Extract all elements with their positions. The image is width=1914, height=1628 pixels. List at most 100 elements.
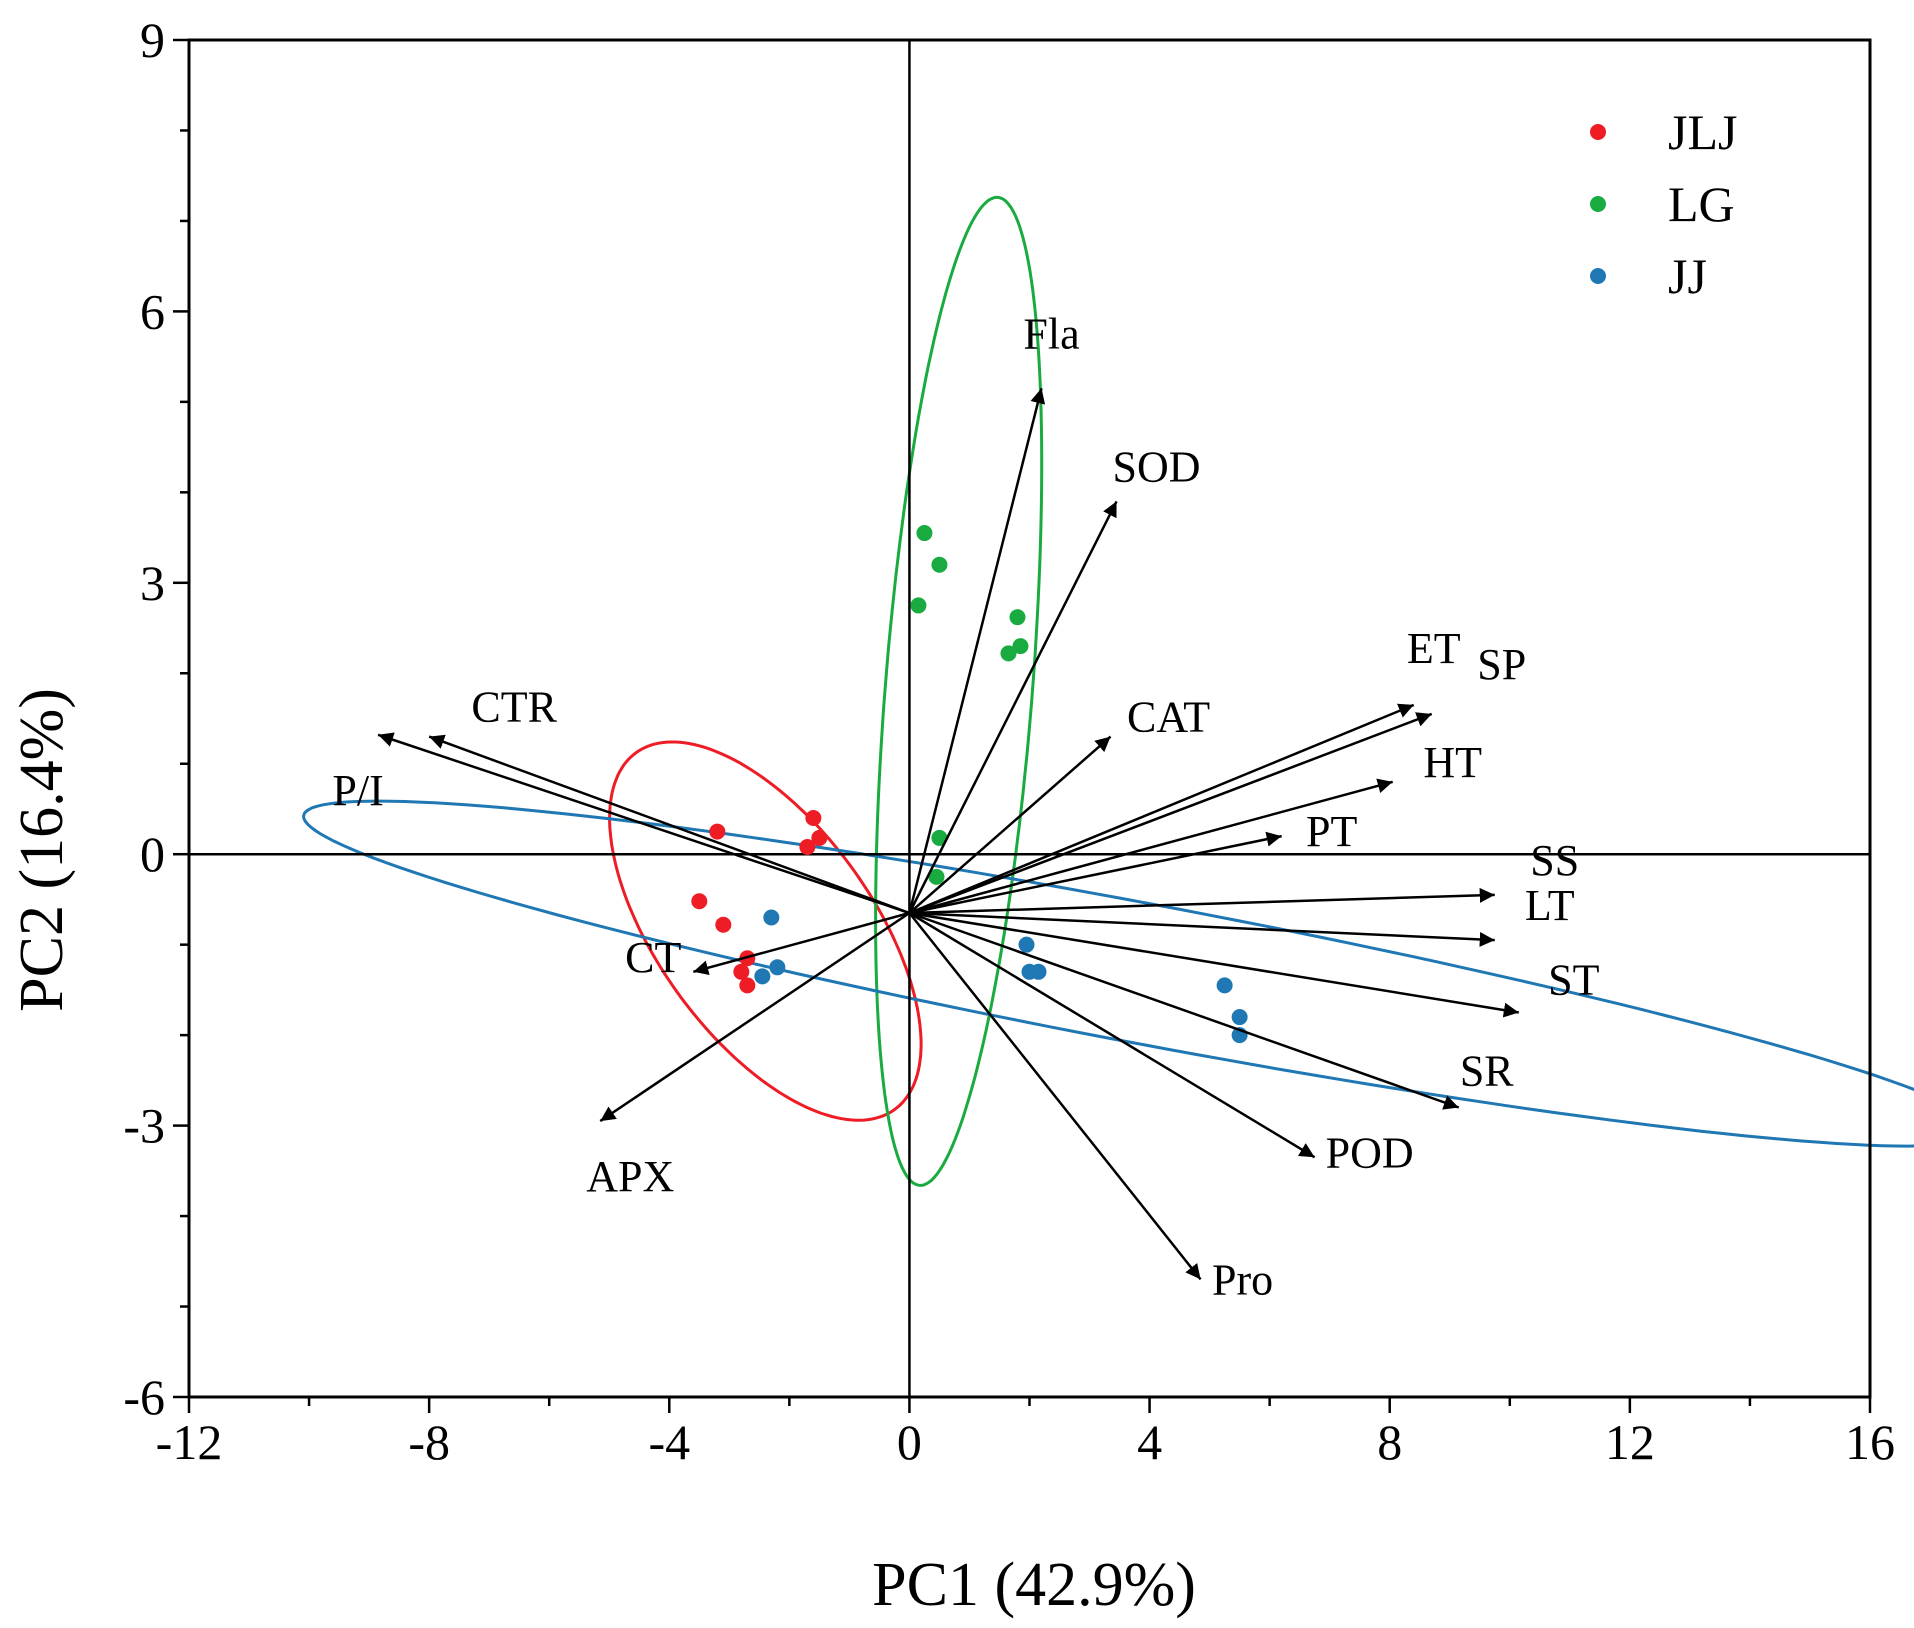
legend-label-lg: LG [1668, 176, 1735, 232]
y-axis-title: PC2 (16.4%) [8, 688, 76, 1012]
loading-arrow [908, 912, 1202, 1281]
loading-arrow [908, 735, 1112, 914]
point-jj [1216, 977, 1233, 994]
y-tick-label: -6 [123, 1369, 165, 1425]
loading-fla: Fla [908, 309, 1080, 914]
loading-label: Fla [1023, 309, 1079, 358]
loading-pt: PT [909, 807, 1357, 915]
y-tick-label: 3 [140, 555, 165, 611]
point-lg [1009, 609, 1026, 626]
loading-lt: LT [909, 881, 1575, 947]
loading-arrow [909, 887, 1495, 915]
x-tick-label: 4 [1137, 1414, 1162, 1470]
point-jlj [805, 810, 822, 827]
x-tick-label: -8 [408, 1414, 450, 1470]
loading-cat: CAT [908, 693, 1210, 914]
loading-arrow [908, 911, 1316, 1159]
loading-apx: APX [586, 911, 911, 1201]
legend-marker-jj [1590, 268, 1606, 284]
point-jlj [811, 829, 828, 846]
point-jlj [739, 977, 756, 994]
loading-label: CTR [471, 683, 557, 732]
loading-sod: SOD [908, 442, 1201, 914]
loading-sr: SR [909, 911, 1514, 1110]
loading-ss: SS [909, 836, 1579, 915]
loading-arrow [909, 911, 1495, 947]
point-jlj [799, 838, 816, 855]
ellipse-jlj [608, 740, 923, 1122]
loading-arrow [909, 911, 1519, 1018]
y-tick-label: 6 [140, 283, 165, 339]
loading-arrow [428, 734, 910, 915]
point-lg [910, 597, 927, 614]
legend-label-jj: JJ [1668, 248, 1707, 304]
ellipse-jj [302, 799, 1914, 1148]
point-jlj [715, 916, 732, 933]
y-tick-label: 0 [140, 826, 165, 882]
loading-label: ST [1548, 956, 1599, 1005]
loading-label: SOD [1113, 442, 1201, 491]
point-lg [916, 525, 933, 542]
loading-label: SP [1477, 640, 1526, 689]
loading-arrow [909, 911, 1460, 1110]
scatter-points [691, 525, 1248, 1044]
loading-pod: POD [908, 911, 1414, 1177]
loading-arrow [909, 778, 1394, 915]
loading-arrow [599, 911, 911, 1123]
point-jlj [733, 963, 750, 980]
point-lg [928, 868, 945, 885]
point-lg [1012, 638, 1029, 655]
loading-arrow [908, 703, 1415, 915]
x-tick-label: -4 [648, 1414, 690, 1470]
loading-arrow [908, 500, 1118, 914]
loading-label: PT [1306, 807, 1357, 856]
axes: -12 -8 -4 0 4 8 12 16 -6 -3 0 3 6 9 [123, 12, 1895, 1470]
point-lg [931, 556, 948, 573]
point-jj [1030, 963, 1047, 980]
loading-pro: Pro [908, 912, 1273, 1304]
loading-ct: CT [625, 911, 910, 982]
y-tick-label: -3 [123, 1098, 165, 1154]
loading-et: ET [908, 624, 1461, 915]
loading-arrow [692, 911, 910, 976]
loading-label: CT [625, 933, 681, 982]
loading-label: SR [1460, 1047, 1514, 1096]
point-jj [769, 959, 786, 976]
legend-marker-lg [1590, 196, 1606, 212]
loading-label: POD [1326, 1128, 1414, 1177]
x-tick-label: 0 [897, 1414, 922, 1470]
loading-label: Pro [1212, 1255, 1273, 1304]
loading-label: CAT [1127, 693, 1210, 742]
loading-p-i: P/I [332, 732, 910, 915]
loading-ctr: CTR [428, 683, 910, 915]
legend-marker-jlj [1590, 124, 1606, 140]
loading-label: APX [586, 1152, 674, 1201]
loading-arrow [377, 732, 910, 915]
point-jj [1018, 936, 1035, 953]
loading-sp: SP [908, 640, 1526, 915]
legend-label-jlj: JLJ [1668, 104, 1737, 160]
loading-arrow [908, 387, 1046, 914]
point-lg [931, 829, 948, 846]
x-tick-label: 16 [1845, 1414, 1895, 1470]
point-jj [754, 968, 771, 985]
loading-st: ST [909, 911, 1600, 1018]
point-jj [1231, 1009, 1248, 1026]
confidence-ellipses [302, 195, 1914, 1187]
legend: JLJ LG JJ [1590, 104, 1737, 304]
x-tick-label: 12 [1605, 1414, 1655, 1470]
point-jj [763, 909, 780, 926]
loading-label: HT [1423, 738, 1482, 787]
x-tick-label: -12 [156, 1414, 223, 1470]
loading-ht: HT [909, 738, 1482, 915]
ellipse-lg [874, 195, 1044, 1187]
point-lg [1000, 645, 1017, 662]
point-jlj [691, 893, 708, 910]
loading-label: SS [1530, 836, 1579, 885]
loading-label: ET [1407, 624, 1461, 673]
x-axis-title: PC1 (42.9%) [872, 1551, 1196, 1619]
loading-arrow [908, 712, 1433, 915]
loading-arrow [909, 831, 1282, 915]
